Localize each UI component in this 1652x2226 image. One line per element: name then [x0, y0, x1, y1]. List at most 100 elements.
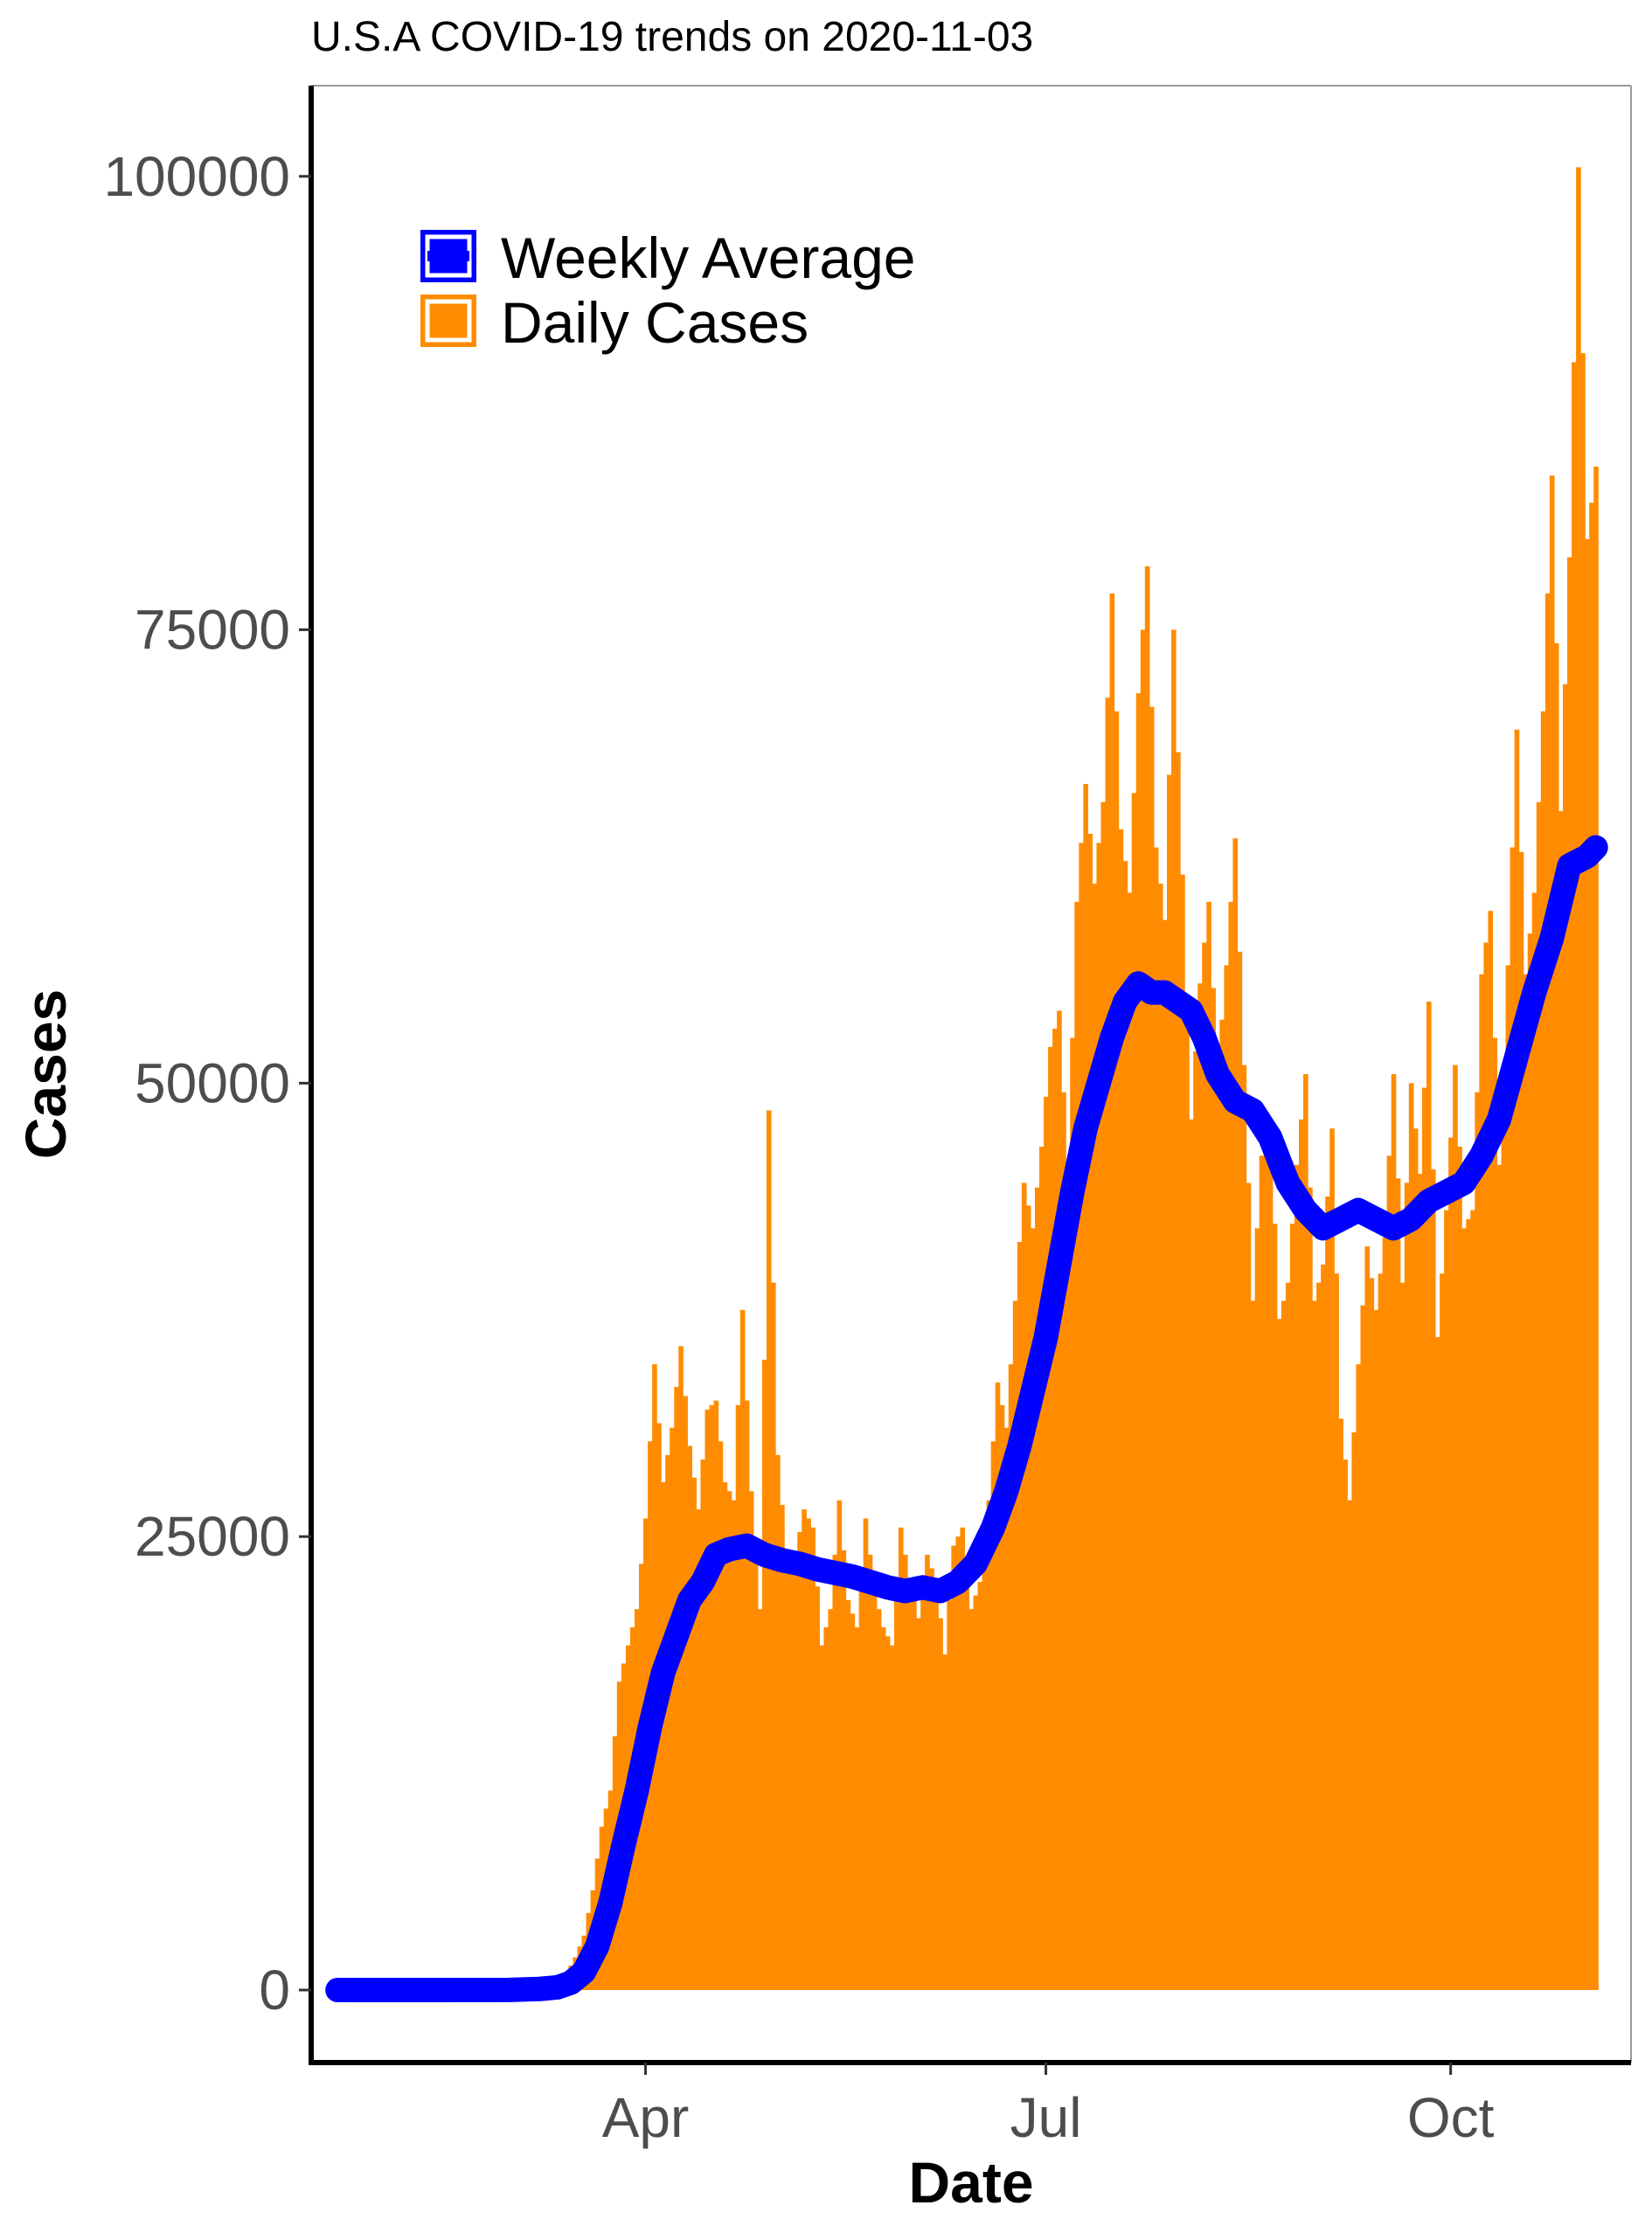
daily-cases-bar — [1057, 1010, 1062, 1990]
daily-cases-bar — [1316, 1282, 1322, 1990]
daily-cases-bar — [845, 1599, 851, 1990]
daily-cases-bar — [1294, 1164, 1300, 1990]
daily-cases-bar — [1510, 847, 1516, 1990]
daily-cases-bar — [995, 1382, 1001, 1990]
daily-cases-bar — [1193, 1051, 1198, 1990]
daily-cases-bar — [687, 1446, 692, 1990]
daily-cases-bar — [753, 1550, 759, 1990]
daily-cases-bar — [841, 1550, 847, 1990]
legend-item-daily-cases: Daily Cases — [420, 290, 809, 355]
daily-cases-bar — [1435, 1336, 1440, 1990]
daily-cases-bar — [1044, 1096, 1049, 1990]
y-tick-label: 75000 — [135, 599, 290, 662]
legend-swatch-daily-cases-key — [425, 299, 472, 343]
daily-cases-bar — [1197, 983, 1203, 1990]
daily-cases-bar — [1413, 1128, 1419, 1990]
daily-cases-bar — [951, 1545, 956, 1990]
daily-cases-bar — [1514, 729, 1520, 1990]
daily-cases-bar — [1281, 1300, 1287, 1990]
daily-cases-bar — [912, 1599, 917, 1990]
daily-cases-bar — [1426, 1001, 1432, 1990]
daily-cases-bar — [1536, 801, 1542, 1990]
daily-cases-bar — [1114, 711, 1120, 1990]
daily-cases-bar — [1206, 901, 1211, 1990]
daily-cases-bar — [793, 1554, 798, 1990]
daily-cases-bar — [1012, 1300, 1018, 1990]
x-tick-label: Jul — [1010, 2086, 1082, 2149]
daily-cases-bar — [1250, 1300, 1256, 1990]
daily-cases-bar — [1417, 1174, 1423, 1990]
daily-cases-bar — [1176, 752, 1181, 1990]
daily-cases-bar — [1312, 1300, 1317, 1990]
daily-cases-bar — [986, 1500, 992, 1990]
daily-cases-bar — [1171, 629, 1177, 1990]
daily-cases-bar — [1127, 892, 1133, 1990]
daily-cases-bar — [871, 1591, 878, 1990]
daily-cases-bar — [748, 1491, 754, 1990]
daily-cases-bar — [1184, 996, 1190, 1990]
daily-cases-bar — [1343, 1459, 1348, 1990]
legend-label-daily-cases: Daily Cases — [501, 290, 809, 355]
x-axis-ticks: Apr Jul Oct — [602, 2063, 1495, 2149]
y-tick-label: 25000 — [135, 1505, 290, 1568]
daily-cases-bar — [1531, 892, 1537, 1990]
daily-cases-bar — [1492, 1037, 1498, 1990]
daily-cases-bar — [770, 1282, 776, 1990]
daily-cases-bar — [1070, 1037, 1075, 1990]
daily-cases-bar — [1237, 951, 1243, 1990]
daily-cases-bar — [1276, 1319, 1282, 1990]
daily-cases-bar — [999, 1404, 1005, 1990]
daily-cases-bar — [1321, 1264, 1326, 1990]
daily-cases-bar — [1421, 1087, 1427, 1990]
daily-cases-bar — [726, 1491, 732, 1990]
daily-cases-bar — [876, 1609, 882, 1990]
daily-cases-bar — [934, 1582, 939, 1990]
daily-cases-bar — [1211, 988, 1216, 1990]
daily-cases-bar — [788, 1554, 794, 1990]
daily-cases-bar — [1585, 538, 1590, 1990]
x-tick-label: Oct — [1407, 2086, 1495, 2149]
daily-cases-bar — [1162, 919, 1168, 1990]
weekly-average-line-layer — [325, 835, 1608, 2002]
daily-cases-bar — [990, 1441, 996, 1990]
daily-cases-bar — [964, 1568, 970, 1990]
daily-cases-bar — [1180, 874, 1185, 1990]
daily-cases-bar — [810, 1527, 816, 1990]
daily-cases-bar — [1334, 1273, 1339, 1990]
daily-cases-bar — [1430, 1168, 1436, 1990]
daily-cases-bar — [973, 1595, 979, 1990]
daily-cases-bar — [955, 1536, 961, 1990]
daily-cases-bar — [1527, 933, 1533, 1990]
daily-cases-bar — [1034, 1187, 1040, 1990]
daily-cases-bar — [691, 1477, 698, 1990]
daily-cases-bar — [1096, 843, 1102, 1990]
daily-cases-bar — [1189, 1119, 1194, 1990]
daily-cases-bar — [1466, 1219, 1471, 1990]
daily-cases-bar — [1157, 884, 1163, 1990]
daily-cases-bar — [1580, 353, 1586, 1990]
daily-cases-bar — [761, 1359, 767, 1990]
daily-cases-bar — [722, 1481, 728, 1990]
daily-cases-bar — [1025, 1205, 1031, 1990]
daily-cases-bar — [1347, 1500, 1352, 1990]
legend: Weekly Average Daily Cases — [420, 225, 916, 355]
daily-cases-bar — [1263, 1141, 1269, 1990]
daily-cases-bar — [780, 1504, 785, 1990]
daily-cases-bar — [850, 1613, 856, 1990]
daily-cases-bar — [1232, 838, 1239, 1990]
daily-cases-bar — [1118, 829, 1124, 1990]
chart-title: U.S.A COVID-19 trends on 2020-11-03 — [311, 14, 1033, 60]
daily-cases-bar — [1144, 565, 1150, 1991]
daily-cases-bar — [1039, 1147, 1045, 1990]
x-tick-label: Apr — [602, 2086, 690, 2149]
daily-cases-bar — [1562, 683, 1568, 1990]
daily-cases-bar — [683, 1396, 688, 1990]
daily-cases-bar — [670, 1427, 675, 1990]
daily-cases-bar — [1074, 901, 1079, 1990]
daily-cases-bar — [893, 1586, 899, 1990]
legend-item-weekly-average: Weekly Average — [420, 225, 916, 290]
daily-cases-bar — [1079, 843, 1084, 1990]
daily-cases-bar — [1259, 1155, 1265, 1990]
y-axis-title: Cases — [13, 989, 78, 1160]
